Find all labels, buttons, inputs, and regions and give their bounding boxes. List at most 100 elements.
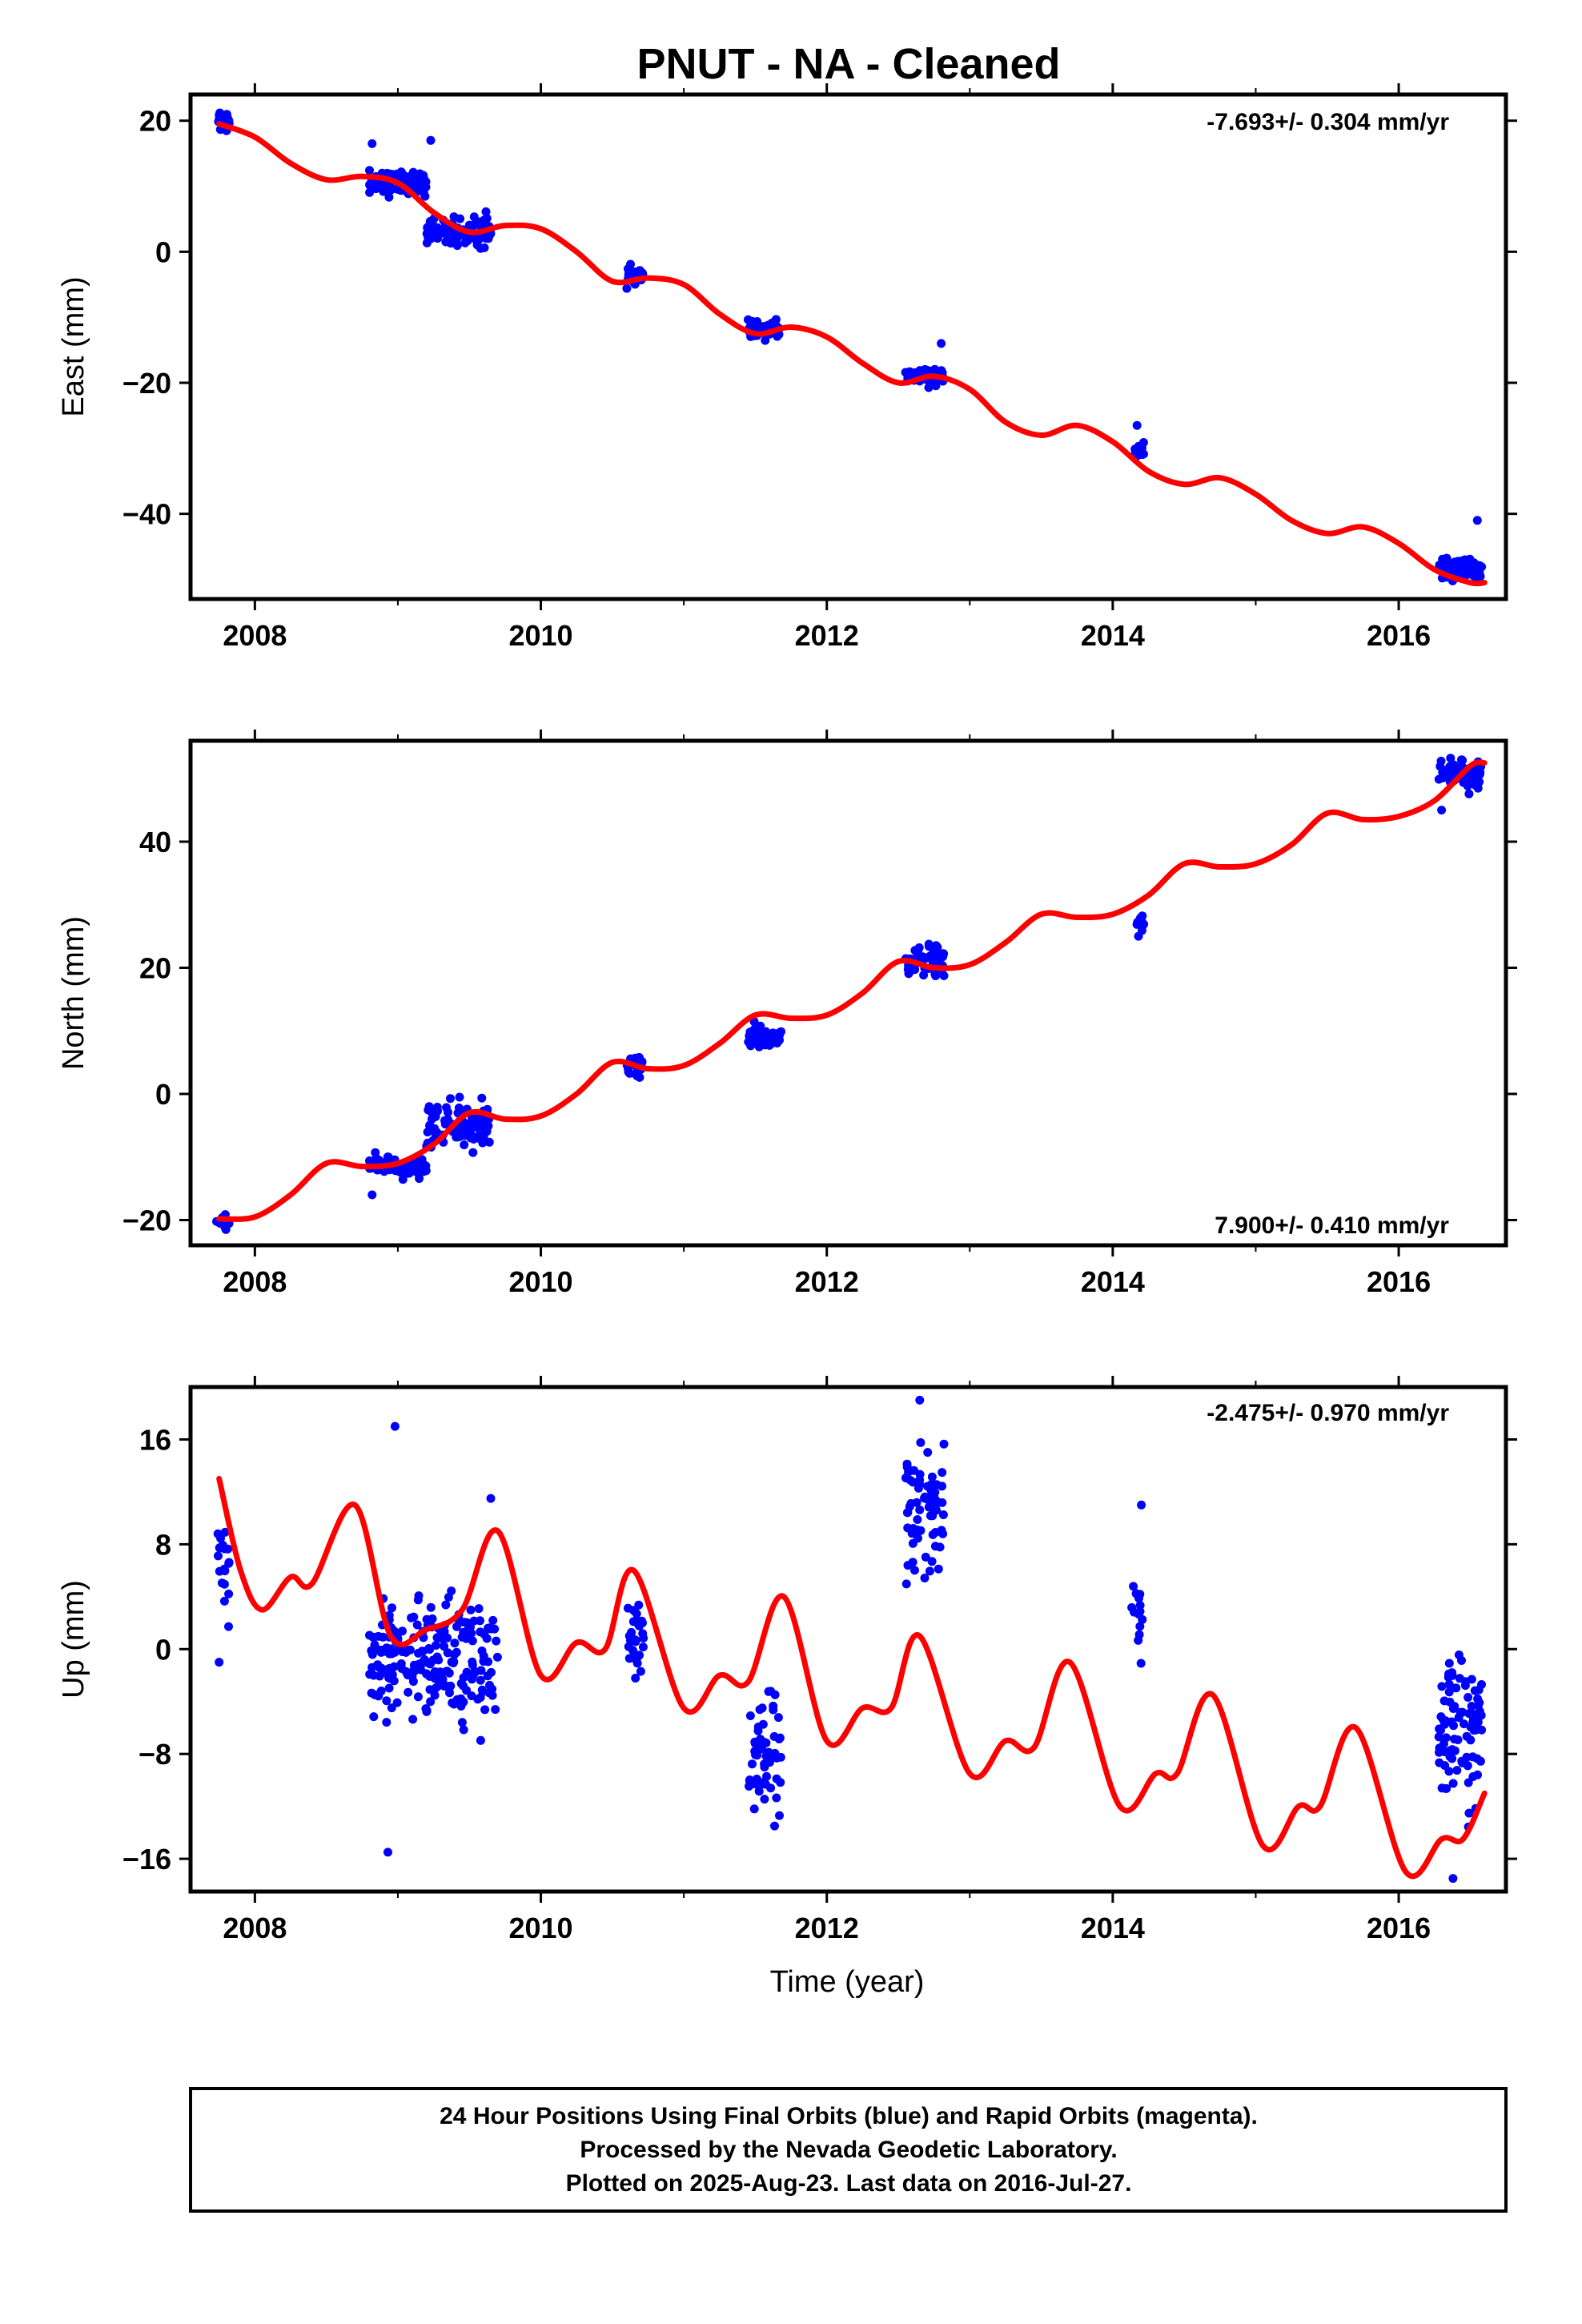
east-data-point	[410, 176, 420, 185]
north-x-tick-label: 2014	[1081, 1265, 1145, 1298]
east-data-point	[1132, 420, 1142, 430]
north-frame	[188, 738, 1508, 1248]
up-data-point	[476, 1675, 485, 1685]
east-data-point	[430, 226, 440, 235]
up-data-point	[775, 1811, 784, 1820]
east-data-point	[482, 214, 492, 223]
up-data-layer	[213, 1395, 1488, 1884]
east-data-point	[1444, 561, 1454, 571]
up-fit-curve	[216, 1476, 1488, 1880]
up-data-point	[1135, 1601, 1145, 1610]
east-data-point	[1465, 554, 1475, 564]
up-data-point	[938, 1510, 948, 1519]
up-data-point	[751, 1750, 761, 1759]
up-data-point	[749, 1804, 759, 1814]
up-data-point	[1467, 1702, 1476, 1711]
up-data-point	[466, 1605, 476, 1614]
up-data-point	[938, 1529, 948, 1538]
up-data-point	[757, 1779, 767, 1789]
up-data-point	[753, 1726, 763, 1735]
up-data-point	[224, 1558, 234, 1568]
north-data-layer	[212, 754, 1488, 1234]
up-data-point	[915, 1470, 925, 1479]
up-data-point	[770, 1821, 779, 1831]
north-data-point	[367, 1190, 377, 1200]
up-data-point	[425, 1645, 435, 1655]
north-data-point	[1137, 916, 1146, 926]
up-data-point	[459, 1681, 468, 1691]
up-data-point	[1130, 1607, 1138, 1617]
north-data-point	[745, 1031, 754, 1040]
up-data-point	[631, 1674, 640, 1683]
east-x-tick-label: 2010	[508, 619, 572, 652]
footer-line-3: Plotted on 2025-Aug-23. Last data on 201…	[566, 2170, 1132, 2197]
up-data-point	[939, 1439, 949, 1449]
north-data-point	[479, 1130, 488, 1139]
north-data-point	[768, 1029, 777, 1039]
up-data-point	[635, 1651, 644, 1660]
up-data-point	[748, 1759, 757, 1769]
up-data-point	[1472, 1723, 1481, 1733]
north-data-point	[1475, 769, 1484, 778]
up-data-point	[1444, 1679, 1454, 1689]
up-data-point	[902, 1459, 912, 1469]
up-data-point	[762, 1771, 771, 1781]
north-data-point	[455, 1092, 464, 1102]
east-data-point	[365, 187, 375, 197]
east-data-point	[937, 339, 946, 348]
up-data-point	[1477, 1680, 1486, 1689]
up-data-point	[1448, 1779, 1458, 1788]
east-data-point	[371, 184, 381, 194]
up-data-point	[1442, 1783, 1452, 1793]
north-data-point	[456, 1105, 466, 1115]
north-data-point	[635, 1072, 644, 1082]
north-data-point	[460, 1140, 469, 1150]
north-data-point	[398, 1175, 408, 1184]
north-data-point	[444, 1108, 452, 1117]
east-data-point	[1477, 562, 1487, 572]
up-data-point	[927, 1472, 937, 1482]
east-data-point	[1464, 562, 1474, 572]
up-data-point	[934, 1564, 943, 1574]
up-data-point	[931, 1496, 941, 1506]
up-data-point	[1464, 1778, 1473, 1787]
up-data-point	[1460, 1719, 1468, 1729]
up-data-point	[456, 1702, 466, 1711]
up-data-point	[488, 1691, 497, 1700]
up-data-point	[384, 1683, 394, 1693]
up-data-point	[923, 1448, 933, 1458]
north-y-tick-label: 40	[139, 826, 171, 858]
up-data-point	[440, 1642, 449, 1651]
up-data-point	[938, 1468, 947, 1478]
north-data-point	[910, 965, 920, 975]
up-data-point	[390, 1647, 400, 1657]
up-data-point	[921, 1552, 930, 1562]
east-data-point	[481, 207, 491, 216]
up-data-point	[935, 1542, 945, 1552]
up-data-point	[1462, 1752, 1472, 1762]
up-data-point	[491, 1705, 500, 1715]
up-data-point	[1473, 1701, 1483, 1711]
north-y-tick-label: 20	[139, 952, 171, 985]
up-data-point	[370, 1690, 379, 1699]
up-data-point	[1458, 1707, 1468, 1717]
up-data-point	[457, 1632, 467, 1642]
east-data-point	[1442, 553, 1452, 563]
north-y-tick-label: 0	[155, 1078, 171, 1111]
up-data-point	[408, 1715, 418, 1724]
up-data-point	[432, 1641, 440, 1650]
east-y-axis-label: East (mm)	[57, 276, 90, 416]
up-data-point	[931, 1505, 941, 1514]
up-data-point	[925, 1566, 934, 1576]
up-data-point	[407, 1613, 416, 1622]
up-data-point	[913, 1526, 922, 1534]
up-data-point	[369, 1712, 379, 1722]
up-data-point	[1441, 1733, 1451, 1743]
up-data-point	[224, 1622, 233, 1631]
up-data-point	[1452, 1683, 1461, 1693]
up-data-point	[377, 1663, 386, 1673]
up-data-point	[1444, 1659, 1454, 1668]
east-data-point	[912, 368, 921, 378]
up-data-point	[459, 1725, 468, 1735]
east-data-point	[761, 336, 770, 345]
